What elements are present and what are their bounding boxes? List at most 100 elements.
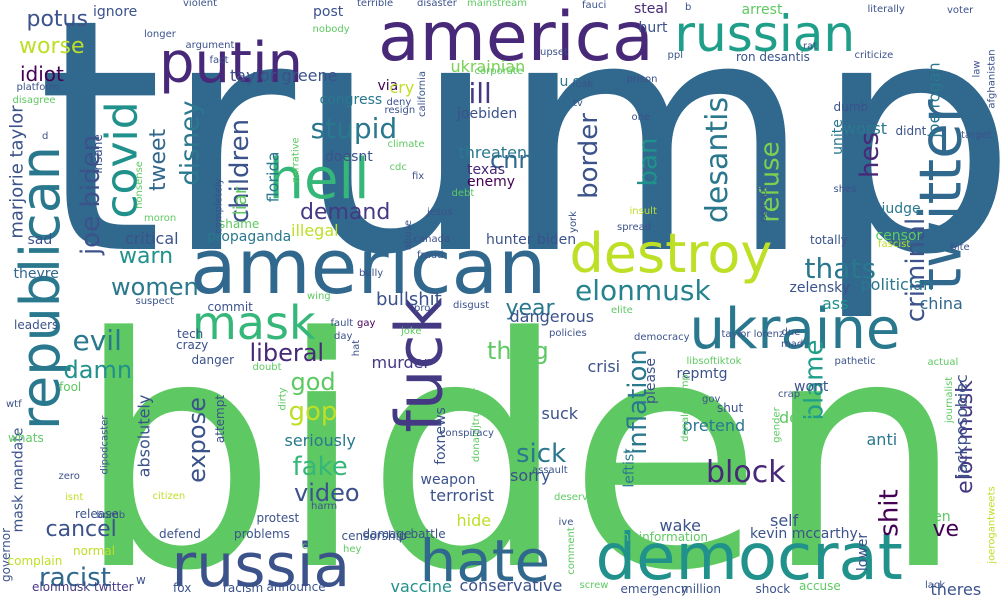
cloud-word: democracy xyxy=(634,332,690,343)
cloud-word: vaccine xyxy=(390,577,452,596)
cloud-word: california xyxy=(417,70,429,118)
cloud-word: thing xyxy=(487,337,549,365)
cloud-word: bomb xyxy=(96,510,126,521)
cloud-word: hunter biden xyxy=(486,232,577,248)
cloud-word: moron xyxy=(144,213,177,224)
cloud-word: fox xyxy=(173,581,192,595)
cloud-word: potus xyxy=(26,7,88,32)
cloud-word: cry xyxy=(389,78,415,97)
cloud-word: tech xyxy=(177,327,204,341)
cloud-word: b xyxy=(685,2,692,13)
cloud-word: defend xyxy=(159,527,201,541)
cloud-word: hes xyxy=(855,131,886,179)
cloud-word: fascist xyxy=(878,239,911,250)
cloud-word: disagree xyxy=(12,95,56,106)
cloud-word: protest xyxy=(256,511,300,525)
cloud-word: worse xyxy=(19,34,85,59)
cloud-word: didnt xyxy=(895,124,927,138)
cloud-word: insult xyxy=(629,206,657,217)
cloud-word: wake xyxy=(659,516,701,535)
cloud-word: attempt xyxy=(213,394,228,444)
cloud-word: pathetic xyxy=(834,356,876,367)
cloud-word: dangerous xyxy=(509,307,595,326)
cloud-word: crap xyxy=(778,389,801,400)
cloud-word: afghanistan xyxy=(986,49,998,109)
cloud-word: judge xyxy=(881,201,921,217)
cloud-word: resign xyxy=(384,105,416,116)
cloud-word: demand xyxy=(300,200,391,225)
cloud-word: wtf xyxy=(6,399,22,410)
cloud-word: leftist xyxy=(621,448,638,488)
cloud-word: harm xyxy=(311,501,338,512)
cloud-word: joke xyxy=(401,326,422,337)
cloud-word: self xyxy=(770,511,799,530)
cloud-word: platform xyxy=(16,82,60,93)
cloud-word: hide xyxy=(456,511,492,530)
cloud-word: bite xyxy=(950,242,970,253)
cloud-word: democrat xyxy=(595,521,903,595)
cloud-word: dem xyxy=(779,408,815,427)
cloud-word: gender xyxy=(771,407,783,443)
cloud-word: fauci xyxy=(582,0,607,11)
cloud-word: racist xyxy=(39,563,111,593)
cloud-word: ignore xyxy=(93,4,138,20)
cloud-word: stupid xyxy=(310,112,398,145)
cloud-word: desantis xyxy=(700,96,736,224)
cloud-word: men xyxy=(919,509,951,525)
cloud-word: million xyxy=(681,582,721,596)
cloud-word: arrest xyxy=(741,2,783,18)
cloud-word: elonmusk xyxy=(575,274,711,307)
cloud-word: china xyxy=(919,294,963,313)
cloud-word: fraud xyxy=(417,250,444,261)
cloud-word: zero xyxy=(58,471,80,482)
cloud-word: screw xyxy=(579,580,609,591)
cloud-word: target xyxy=(961,130,992,141)
cloud-word: accuse xyxy=(799,579,841,593)
cloud-word: shut xyxy=(717,401,744,415)
cloud-word: totally xyxy=(810,233,848,247)
cloud-word: literally xyxy=(867,4,905,15)
cloud-word: rat xyxy=(803,41,818,52)
cloud-word: propaganda xyxy=(207,229,292,245)
cloud-word: insane xyxy=(90,134,105,174)
cloud-word: f xyxy=(404,531,408,542)
cloud-word: announce xyxy=(266,580,326,594)
cloud-word: hate xyxy=(419,527,551,595)
cloud-word: marjorie taylor xyxy=(6,105,28,239)
cloud-word: nobody xyxy=(312,24,350,35)
cloud-word: ill xyxy=(468,77,492,110)
cloud-word: mask xyxy=(192,296,316,350)
cloud-word: racism xyxy=(223,581,264,595)
cloud-word: suspect xyxy=(135,296,175,307)
cloud-word: steal xyxy=(634,1,668,17)
cloud-word: tv xyxy=(573,98,583,109)
cloud-word: threaten xyxy=(458,143,528,162)
cloud-word: sorry xyxy=(510,466,551,485)
cloud-word: seriously xyxy=(284,431,356,450)
cloud-word: leaders xyxy=(14,318,59,332)
cloud-word: biden xyxy=(75,270,965,600)
cloud-word: taylor greene xyxy=(230,66,338,85)
cloud-word: crime xyxy=(302,541,331,552)
cloud-word: isnt xyxy=(65,492,84,503)
cloud-word: debt xyxy=(451,188,475,199)
cloud-word: york xyxy=(567,211,579,233)
cloud-word: ban xyxy=(632,137,663,187)
cloud-word: anti xyxy=(866,430,898,449)
cloud-word: joebiden xyxy=(457,106,518,122)
cloud-word: ve xyxy=(932,517,960,542)
cloud-word: disney xyxy=(175,100,206,186)
cloud-word: mainstream xyxy=(467,0,528,9)
cloud-word: climate xyxy=(387,139,425,150)
cloud-word: violent xyxy=(183,0,218,9)
cloud-word: congress xyxy=(319,92,383,108)
cloud-word: ron desantis xyxy=(736,50,810,64)
cloud-word: sad xyxy=(27,232,53,248)
cloud-word: ppl xyxy=(667,50,683,61)
cloud-word: damage xyxy=(362,527,412,541)
cloud-word: censorship xyxy=(341,529,407,543)
cloud-word: conspiracy xyxy=(440,428,494,439)
cloud-word: libsoftiktok xyxy=(686,356,742,367)
cloud-word: joerogantweets xyxy=(986,486,998,564)
cloud-word: please xyxy=(642,358,659,404)
